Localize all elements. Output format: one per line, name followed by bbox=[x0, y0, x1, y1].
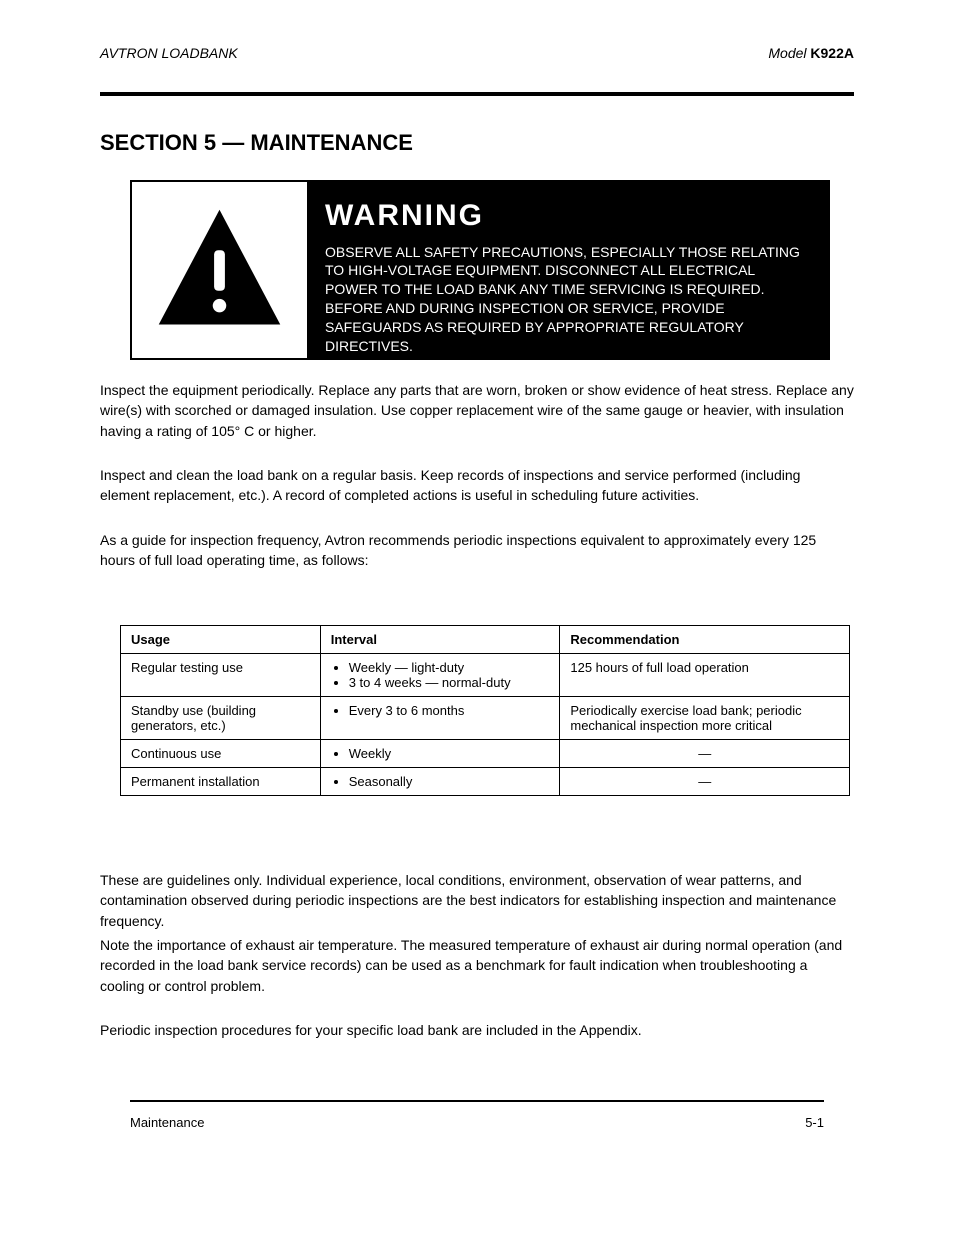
page: AVTRON LOADBANK Model K922A SECTION 5 — … bbox=[0, 0, 954, 1235]
interval-item: 3 to 4 weeks — normal-duty bbox=[349, 675, 550, 690]
table-cell-interval: Seasonally bbox=[320, 768, 560, 796]
warning-icon-cell bbox=[132, 182, 307, 358]
table-cell-recommendation: — bbox=[560, 768, 850, 796]
table-cell-recommendation: Periodically exercise load bank; periodi… bbox=[560, 697, 850, 740]
table-col-interval: Interval bbox=[320, 626, 560, 654]
table-cell-usage: Permanent installation bbox=[121, 768, 321, 796]
warning-box: WARNING OBSERVE ALL SAFETY PRECAUTIONS, … bbox=[130, 180, 830, 360]
table-col-recommendation: Recommendation bbox=[560, 626, 850, 654]
paragraph-3: As a guide for inspection frequency, Avt… bbox=[100, 530, 854, 571]
interval-item: Every 3 to 6 months bbox=[349, 703, 550, 718]
maintenance-table: Usage Interval Recommendation Regular te… bbox=[120, 625, 850, 796]
table-cell-recommendation: 125 hours of full load operation bbox=[560, 654, 850, 697]
footer-rule bbox=[130, 1100, 824, 1102]
warning-heading: WARNING bbox=[325, 196, 810, 237]
header-left: AVTRON LOADBANK bbox=[100, 45, 238, 61]
table-header-row: Usage Interval Recommendation bbox=[121, 626, 850, 654]
header-right: Model K922A bbox=[768, 45, 854, 61]
paragraph-4: These are guidelines only. Individual ex… bbox=[100, 870, 854, 931]
warning-body: OBSERVE ALL SAFETY PRECAUTIONS, ESPECIAL… bbox=[325, 244, 800, 354]
header-rule bbox=[100, 92, 854, 96]
table-cell-interval: Every 3 to 6 months bbox=[320, 697, 560, 740]
table-cell-interval: Weekly — light-duty 3 to 4 weeks — norma… bbox=[320, 654, 560, 697]
table-cell-interval: Weekly bbox=[320, 740, 560, 768]
table-row: Standby use (building generators, etc.) … bbox=[121, 697, 850, 740]
table-cell-usage: Standby use (building generators, etc.) bbox=[121, 697, 321, 740]
warning-triangle-icon bbox=[152, 203, 287, 338]
paragraph-6: Periodic inspection procedures for your … bbox=[100, 1020, 854, 1040]
warning-text: WARNING OBSERVE ALL SAFETY PRECAUTIONS, … bbox=[307, 182, 828, 358]
table-row: Regular testing use Weekly — light-duty … bbox=[121, 654, 850, 697]
footer-left: Maintenance bbox=[130, 1115, 204, 1130]
table-row: Permanent installation Seasonally — bbox=[121, 768, 850, 796]
interval-item: Seasonally bbox=[349, 774, 550, 789]
table-cell-usage: Regular testing use bbox=[121, 654, 321, 697]
paragraph-2: Inspect and clean the load bank on a reg… bbox=[100, 465, 854, 506]
page-header: AVTRON LOADBANK Model K922A bbox=[100, 45, 854, 61]
table-col-usage: Usage bbox=[121, 626, 321, 654]
header-right-model: K922A bbox=[810, 45, 854, 61]
table-row: Continuous use Weekly — bbox=[121, 740, 850, 768]
table-cell-usage: Continuous use bbox=[121, 740, 321, 768]
page-footer: Maintenance 5-1 bbox=[130, 1115, 824, 1130]
paragraph-5: Note the importance of exhaust air tempe… bbox=[100, 935, 854, 996]
interval-item: Weekly — light-duty bbox=[349, 660, 550, 675]
table-cell-recommendation: — bbox=[560, 740, 850, 768]
header-right-prefix: Model bbox=[768, 45, 810, 61]
section-title: SECTION 5 — MAINTENANCE bbox=[100, 130, 413, 156]
footer-right: 5-1 bbox=[805, 1115, 824, 1130]
interval-item: Weekly bbox=[349, 746, 550, 761]
paragraph-1: Inspect the equipment periodically. Repl… bbox=[100, 380, 854, 441]
